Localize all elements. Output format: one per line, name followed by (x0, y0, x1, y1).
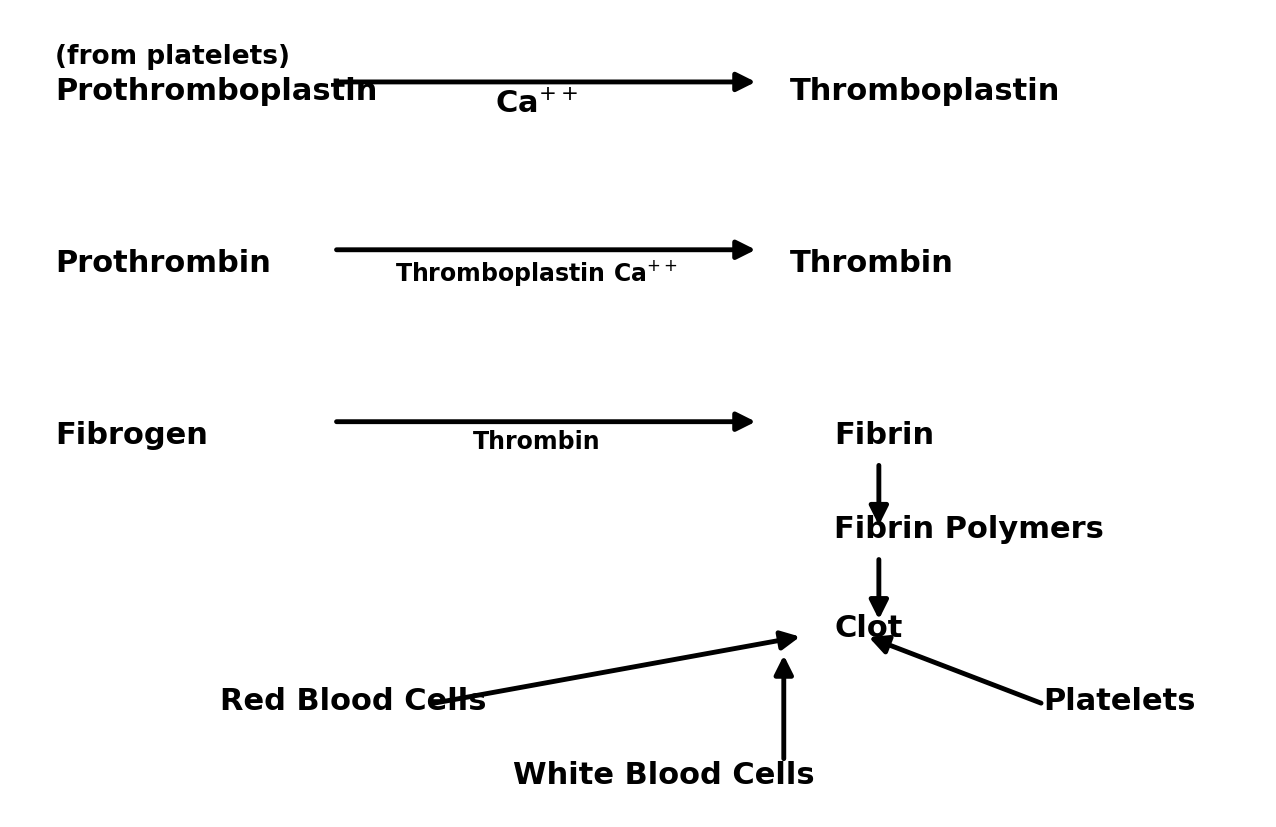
Text: Fibrogen: Fibrogen (55, 421, 208, 451)
Text: Fibrin Polymers: Fibrin Polymers (835, 515, 1104, 544)
Text: Prothromboplastin: Prothromboplastin (55, 78, 378, 107)
Text: Thrombin: Thrombin (790, 250, 954, 279)
Text: Thrombin: Thrombin (473, 430, 601, 454)
Text: White Blood Cells: White Blood Cells (513, 761, 814, 790)
Text: Red Blood Cells: Red Blood Cells (219, 687, 486, 716)
Text: Prothrombin: Prothrombin (55, 250, 271, 279)
Text: Clot: Clot (835, 614, 903, 643)
Text: Thromboplastin: Thromboplastin (790, 78, 1060, 107)
Text: Ca$^{++}$: Ca$^{++}$ (495, 90, 578, 119)
Text: Fibrin: Fibrin (835, 421, 934, 451)
Text: (from platelets): (from platelets) (55, 44, 290, 69)
Text: Platelets: Platelets (1044, 687, 1196, 716)
Text: Thromboplastin Ca$^{++}$: Thromboplastin Ca$^{++}$ (396, 258, 678, 288)
